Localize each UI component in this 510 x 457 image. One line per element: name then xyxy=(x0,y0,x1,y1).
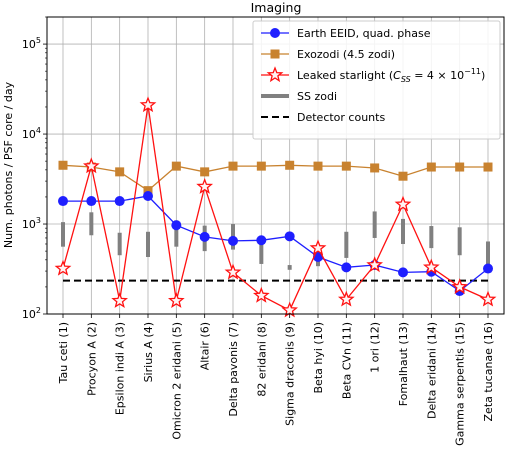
leaked-starlight-point xyxy=(54,259,72,276)
exozodi-point xyxy=(370,163,380,173)
x-tick-label: Procyon A (2) xyxy=(85,322,98,396)
x-tick-label: Delta pavonis (7) xyxy=(227,322,240,417)
earth-eeid-point xyxy=(86,196,97,207)
leaked-starlight-point xyxy=(139,96,157,113)
x-tick-label: Altair (6) xyxy=(199,322,212,370)
leaked-starlight-point xyxy=(479,290,497,307)
x-tick-label: Zeta tucanae (16) xyxy=(482,322,495,421)
legend-leaked-marker xyxy=(266,66,284,83)
exozodi-point xyxy=(426,162,436,172)
leaked-starlight-point xyxy=(394,195,412,212)
earth-eeid-point xyxy=(143,190,153,201)
x-tick-label: Delta eridani (14) xyxy=(425,322,438,419)
earth-eeid-point xyxy=(483,263,493,274)
earth-eeid-point xyxy=(58,196,68,207)
leaked-starlight-point xyxy=(83,157,100,174)
exozodi-point xyxy=(200,167,210,177)
exozodi-point xyxy=(483,162,493,172)
earth-eeid-point xyxy=(398,267,408,278)
leaked-starlight-point xyxy=(224,263,242,280)
exozodi-point xyxy=(285,160,295,170)
leaked-starlight-point xyxy=(253,286,270,303)
legend-label: Detector counts xyxy=(297,111,385,124)
exozodi-point xyxy=(228,161,238,171)
x-tick-label: 1 ori (12) xyxy=(369,322,382,373)
exozodi-point xyxy=(115,167,125,177)
legend-label: Earth EEID, quad. phase xyxy=(297,27,431,40)
leaked-starlight-point xyxy=(309,239,327,256)
leaked-starlight-point xyxy=(281,301,298,318)
leaked-starlight-point xyxy=(366,256,383,273)
y-axis-label: Num. photons / PSF core / day xyxy=(2,81,15,248)
y-tick-label: 102 xyxy=(22,306,41,321)
x-tick-label: Beta CVn (11) xyxy=(340,322,353,399)
leaked-starlight-point xyxy=(168,292,185,308)
exozodi-point xyxy=(455,162,465,172)
x-axis: Tau ceti (1) Procyon A (2) Epsilon indi A … xyxy=(57,314,495,446)
plot-frame xyxy=(46,16,505,315)
leaked-starlight-line xyxy=(62,105,489,312)
legend-earth-marker xyxy=(270,28,280,38)
chart-title: Imaging xyxy=(251,0,302,15)
exozodi-point xyxy=(256,161,266,171)
x-tick-label: Epsilon indi A (3) xyxy=(114,322,127,415)
leaked-starlight-point xyxy=(111,292,128,308)
earth-eeid-point xyxy=(284,231,295,242)
exozodi-point xyxy=(143,186,153,196)
earth-eeid-line xyxy=(63,195,489,292)
exozodi-point xyxy=(58,160,68,170)
x-tick-label: Omicron 2 eridani (5) xyxy=(170,322,183,440)
earth-eeid-point xyxy=(228,235,238,246)
leaked-starlight-point xyxy=(196,177,214,194)
exozodi-point xyxy=(171,161,181,171)
y-tick-label: 104 xyxy=(22,126,41,141)
legend-label: Exozodi (4.5 zodi) xyxy=(297,48,395,61)
x-tick-label: Sirius A (4) xyxy=(142,322,155,382)
x-tick-label: 82 eridani (8) xyxy=(255,322,268,397)
earth-eeid-point xyxy=(256,235,267,246)
x-tick-label: Gamma serpentis (15) xyxy=(454,322,467,446)
exozodi-point xyxy=(313,161,323,171)
legend: Earth EEID, quad. phase Exozodi (4.5 zodi… xyxy=(252,20,501,140)
exozodi-point xyxy=(341,161,351,171)
exozodi-point xyxy=(398,171,408,181)
earth-eeid-point xyxy=(341,262,352,273)
y-axis: 102 103 104 105 xyxy=(22,16,47,321)
legend-label: SS zodi xyxy=(297,90,337,103)
leaked-starlight-point xyxy=(423,258,440,275)
plot-data xyxy=(54,96,497,318)
earth-eeid-point xyxy=(199,231,210,242)
x-tick-label: Tau ceti (1) xyxy=(57,322,70,384)
leaked-starlight-point xyxy=(451,278,469,295)
legend-exozodi-marker xyxy=(270,49,280,59)
x-tick-label: Beta hyi (10) xyxy=(312,322,325,393)
y-tick-label: 105 xyxy=(22,36,41,51)
earth-eeid-point xyxy=(114,196,125,207)
x-tick-label: Sigma draconis (9) xyxy=(284,322,297,426)
legend-box xyxy=(252,20,501,140)
legend-label: Leaked starlight (CSS = 4 × 10−11) xyxy=(297,67,485,84)
y-tick-label: 103 xyxy=(22,216,41,231)
leaked-starlight-point xyxy=(337,290,355,307)
earth-eeid-point xyxy=(171,220,182,231)
x-tick-label: Fomalhaut (13) xyxy=(397,322,410,406)
exozodi-line xyxy=(62,164,488,192)
